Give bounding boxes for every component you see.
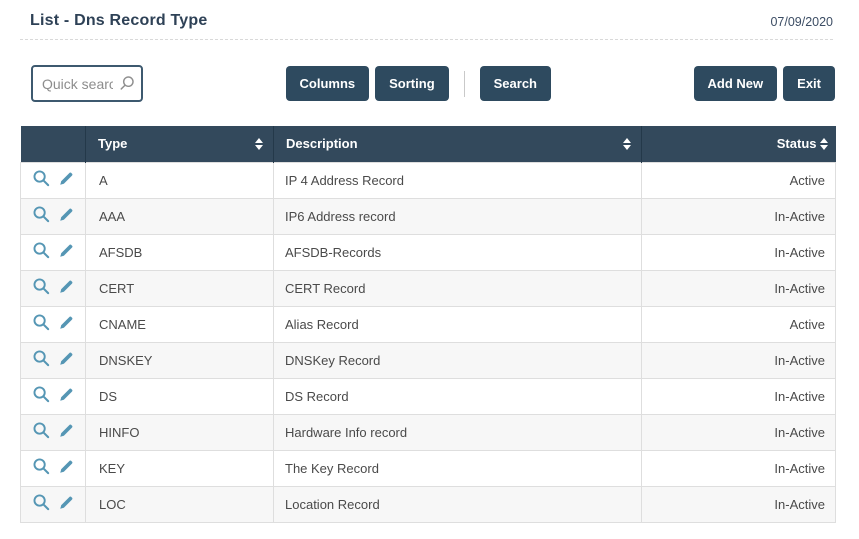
row-actions-cell — [20, 413, 86, 451]
description-cell: CERT Record — [273, 269, 642, 307]
toolbar-divider — [463, 70, 465, 97]
quick-search-input[interactable] — [31, 65, 143, 102]
table-row: CNAME Alias Record Active — [20, 305, 836, 343]
edit-icon[interactable] — [58, 315, 74, 334]
status-cell: In-Active — [641, 233, 836, 271]
type-cell: AAA — [85, 197, 274, 235]
edit-icon[interactable] — [58, 279, 74, 298]
row-actions-cell — [20, 341, 86, 379]
table-row: KEY The Key Record In-Active — [20, 449, 836, 487]
dashed-divider — [20, 39, 833, 40]
type-cell: DS — [85, 377, 274, 415]
view-icon[interactable] — [32, 349, 51, 371]
row-actions-cell — [20, 449, 86, 487]
status-cell: In-Active — [641, 413, 836, 451]
type-cell: CNAME — [85, 305, 274, 343]
header-actions — [20, 126, 86, 162]
description-cell: IP6 Address record — [273, 197, 642, 235]
view-icon[interactable] — [32, 241, 51, 263]
status-cell: Active — [641, 305, 836, 343]
date-label: 07/09/2020 — [770, 15, 833, 29]
description-cell: IP 4 Address Record — [273, 161, 642, 199]
view-icon[interactable] — [32, 169, 51, 191]
header-type-label: Type — [98, 136, 128, 152]
columns-button[interactable]: Columns — [285, 66, 370, 101]
status-cell: In-Active — [641, 449, 836, 487]
table-row: AFSDB AFSDB-Records In-Active — [20, 233, 836, 271]
type-cell: A — [85, 161, 274, 199]
status-cell: In-Active — [641, 341, 836, 379]
table-header-row: Type Description Status — [20, 126, 836, 162]
description-cell: Location Record — [273, 485, 642, 523]
type-cell: CERT — [85, 269, 274, 307]
top-header: List - Dns Record Type 07/09/2020 — [0, 0, 859, 39]
view-icon[interactable] — [32, 421, 51, 443]
description-cell: The Key Record — [273, 449, 642, 487]
search-button[interactable]: Search — [479, 66, 552, 101]
table-row: CERT CERT Record In-Active — [20, 269, 836, 307]
description-cell: AFSDB-Records — [273, 233, 642, 271]
view-icon[interactable] — [32, 385, 51, 407]
header-description[interactable]: Description — [273, 126, 642, 162]
sort-icon — [623, 137, 631, 150]
dns-record-table: Type Description Status — [20, 126, 836, 523]
view-icon[interactable] — [32, 493, 51, 515]
type-cell: HINFO — [85, 413, 274, 451]
edit-icon[interactable] — [58, 387, 74, 406]
toolbar: Columns Sorting Search Add New Exit — [31, 65, 835, 102]
quick-search — [31, 65, 143, 102]
type-cell: AFSDB — [85, 233, 274, 271]
edit-icon[interactable] — [58, 171, 74, 190]
row-actions-cell — [20, 305, 86, 343]
toolbar-center: Columns Sorting Search — [143, 66, 694, 101]
view-icon[interactable] — [32, 313, 51, 335]
toolbar-right: Add New Exit — [693, 66, 835, 101]
row-actions-cell — [20, 485, 86, 523]
status-cell: Active — [641, 161, 836, 199]
sort-icon — [255, 137, 263, 150]
type-cell: KEY — [85, 449, 274, 487]
exit-button[interactable]: Exit — [783, 66, 835, 101]
table-row: HINFO Hardware Info record In-Active — [20, 413, 836, 451]
description-cell: Hardware Info record — [273, 413, 642, 451]
type-cell: DNSKEY — [85, 341, 274, 379]
view-icon[interactable] — [32, 457, 51, 479]
row-actions-cell — [20, 233, 86, 271]
description-cell: DS Record — [273, 377, 642, 415]
table-row: AAA IP6 Address record In-Active — [20, 197, 836, 235]
edit-icon[interactable] — [58, 495, 74, 514]
header-status[interactable]: Status — [641, 126, 836, 162]
edit-icon[interactable] — [58, 351, 74, 370]
status-cell: In-Active — [641, 197, 836, 235]
row-actions-cell — [20, 197, 86, 235]
status-cell: In-Active — [641, 377, 836, 415]
status-cell: In-Active — [641, 485, 836, 523]
description-cell: DNSKey Record — [273, 341, 642, 379]
table-row: LOC Location Record In-Active — [20, 485, 836, 523]
edit-icon[interactable] — [58, 459, 74, 478]
sorting-button[interactable]: Sorting — [375, 66, 449, 101]
row-actions-cell — [20, 377, 86, 415]
description-cell: Alias Record — [273, 305, 642, 343]
edit-icon[interactable] — [58, 243, 74, 262]
status-cell: In-Active — [641, 269, 836, 307]
header-status-label: Status — [776, 136, 817, 152]
table-row: DS DS Record In-Active — [20, 377, 836, 415]
type-cell: LOC — [85, 485, 274, 523]
add-new-button[interactable]: Add New — [693, 66, 778, 101]
edit-icon[interactable] — [58, 423, 74, 442]
edit-icon[interactable] — [58, 207, 74, 226]
page-title: List - Dns Record Type — [30, 12, 208, 29]
table-body: A IP 4 Address Record Active AAA IP6 Add… — [20, 161, 836, 523]
view-icon[interactable] — [32, 277, 51, 299]
row-actions-cell — [20, 161, 86, 199]
row-actions-cell — [20, 269, 86, 307]
view-icon[interactable] — [32, 205, 51, 227]
table-row: DNSKEY DNSKey Record In-Active — [20, 341, 836, 379]
sort-icon — [819, 137, 828, 150]
table-row: A IP 4 Address Record Active — [20, 161, 836, 199]
header-type[interactable]: Type — [85, 126, 274, 162]
header-description-label: Description — [286, 136, 358, 152]
